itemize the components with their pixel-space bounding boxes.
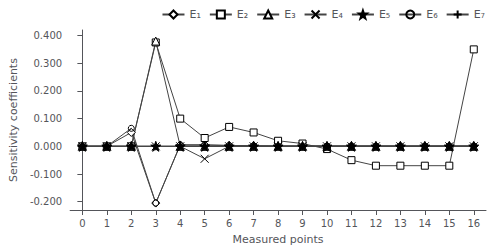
svg-text:10: 10 (321, 218, 334, 229)
svg-text:15: 15 (443, 218, 456, 229)
svg-text:3: 3 (153, 218, 159, 229)
svg-text:Measured points: Measured points (233, 233, 324, 246)
svg-text:E₁: E₁ (189, 8, 200, 21)
svg-text:1: 1 (104, 218, 110, 229)
svg-text:E₆: E₆ (426, 8, 438, 21)
svg-text:E₂: E₂ (237, 8, 248, 21)
svg-text:16: 16 (467, 218, 480, 229)
svg-text:0.200: 0.200 (33, 85, 62, 96)
svg-text:2: 2 (128, 218, 134, 229)
svg-text:5: 5 (201, 218, 207, 229)
svg-text:E₇: E₇ (474, 8, 485, 21)
svg-text:12: 12 (370, 218, 383, 229)
svg-text:0.100: 0.100 (33, 113, 62, 124)
svg-text:14: 14 (418, 218, 431, 229)
svg-text:11: 11 (345, 218, 358, 229)
svg-text:0: 0 (79, 218, 85, 229)
svg-text:8: 8 (275, 218, 281, 229)
svg-text:7: 7 (250, 218, 256, 229)
svg-text:4: 4 (177, 218, 183, 229)
svg-text:E₃: E₃ (284, 8, 295, 21)
svg-text:0.000: 0.000 (33, 141, 62, 152)
svg-text:-0.100: -0.100 (30, 169, 62, 180)
svg-text:0.400: 0.400 (33, 30, 62, 41)
svg-text:13: 13 (394, 218, 407, 229)
svg-text:6: 6 (226, 218, 232, 229)
svg-text:9: 9 (299, 218, 305, 229)
svg-text:-0.200: -0.200 (30, 196, 62, 207)
svg-text:E₄: E₄ (332, 8, 344, 21)
svg-text:Sensitivity coefficients: Sensitivity coefficients (7, 58, 20, 182)
svg-text:E₅: E₅ (379, 8, 390, 21)
svg-text:0.300: 0.300 (33, 58, 62, 69)
